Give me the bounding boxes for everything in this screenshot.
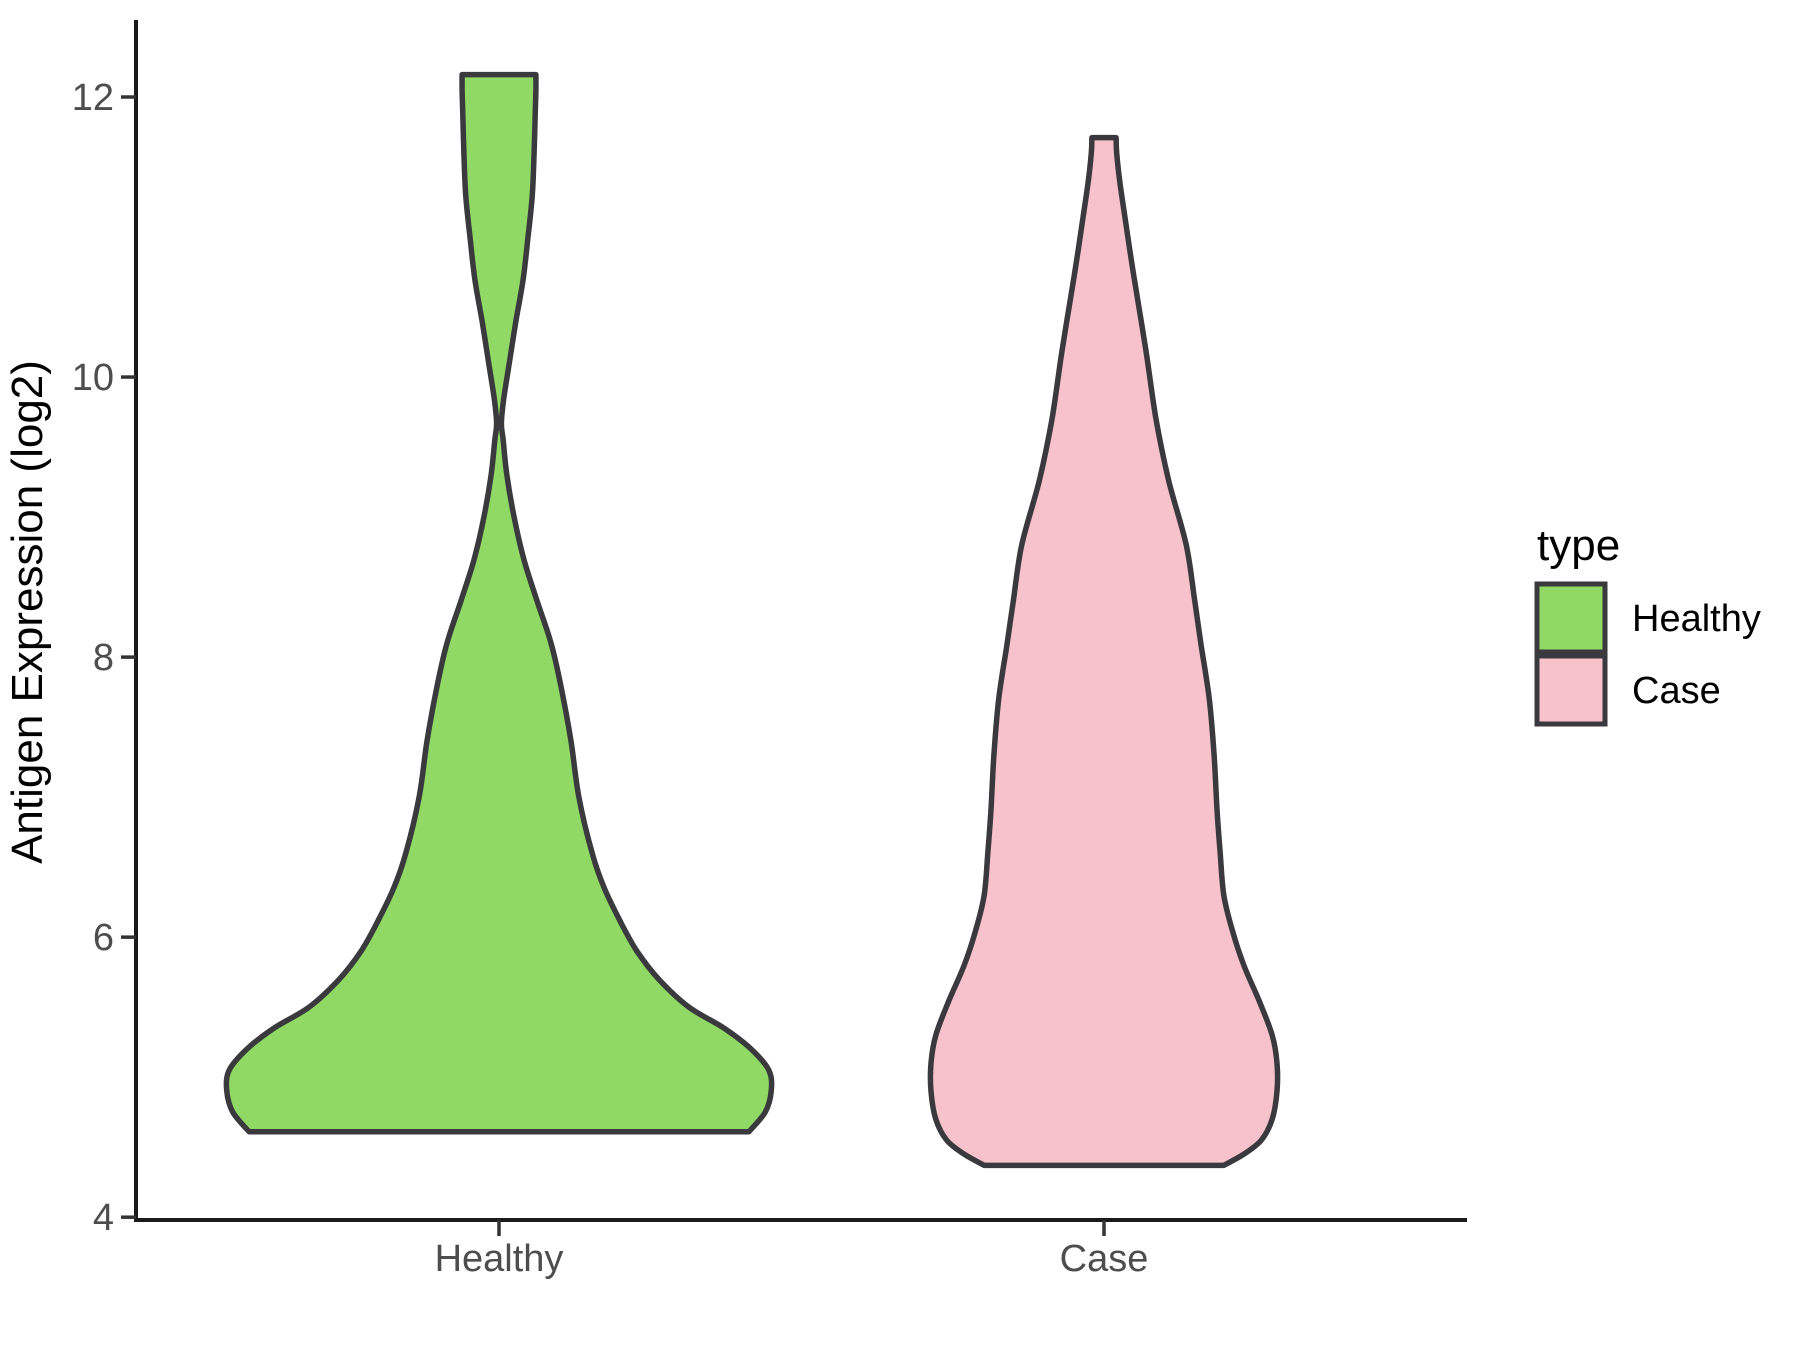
x-axis-ticks: Healthy Case bbox=[435, 1220, 1149, 1280]
violin-shapes bbox=[223, 71, 1281, 1169]
violin-case bbox=[927, 134, 1281, 1169]
x-tick-label-healthy: Healthy bbox=[435, 1238, 564, 1280]
y-axis-title: Antigen Expression (log2) bbox=[3, 360, 52, 864]
y-tick-label: 6 bbox=[93, 917, 114, 959]
legend-key-healthy bbox=[1534, 581, 1608, 655]
y-axis-ticks: 4 6 8 10 12 bbox=[72, 77, 136, 1239]
legend-key-case bbox=[1534, 653, 1608, 727]
legend-label-case: Case bbox=[1632, 670, 1721, 712]
x-tick-label-case: Case bbox=[1060, 1238, 1149, 1280]
legend-label-healthy: Healthy bbox=[1632, 598, 1761, 640]
violin-healthy bbox=[223, 71, 775, 1135]
legend: type Healthy Case bbox=[1534, 521, 1761, 727]
legend-title: type bbox=[1537, 521, 1620, 570]
y-tick-label: 12 bbox=[72, 77, 114, 119]
y-tick-label: 10 bbox=[72, 357, 114, 399]
y-tick-label: 8 bbox=[93, 637, 114, 679]
y-tick-label: 4 bbox=[93, 1197, 114, 1239]
